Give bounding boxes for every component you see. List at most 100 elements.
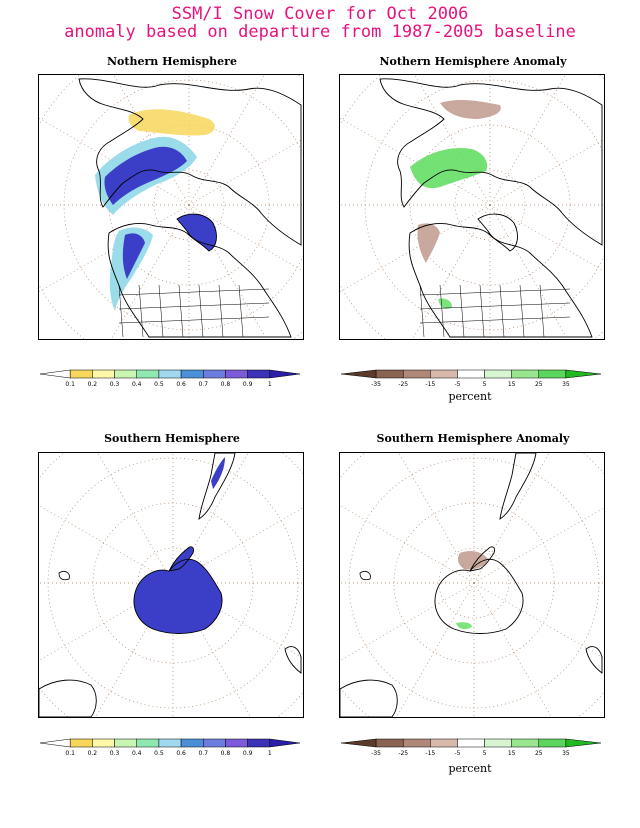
nh-anomaly-map [339, 74, 605, 340]
anomaly-colorbar-tick-label: -35 [371, 750, 381, 757]
anomaly-colorbar-swatch [484, 369, 512, 379]
snow-cover-siberia [128, 109, 215, 136]
snow-cover-americas-core [122, 233, 145, 279]
coastline-island [359, 571, 371, 581]
anomaly-colorbar-tick-label: -5 [454, 381, 460, 388]
snow-colorbar-tick-label: 0.8 [221, 750, 231, 757]
nh-snow-colorbar: 0.1 0.2 0.3 0.4 0.5 0.6 0.7 0.8 0.9 1 [38, 368, 302, 390]
nh-anomaly-unit-label: percent [448, 390, 492, 403]
anomaly-colorbar-tick-label: -25 [398, 750, 408, 757]
coastline-eurasia [379, 78, 603, 246]
positive-anomaly-americas [438, 298, 452, 309]
coastline-africa [284, 646, 302, 674]
coastline-antarctica [434, 558, 524, 634]
anomaly-colorbar-tick-label: 25 [535, 750, 543, 757]
coastline-australia [340, 679, 398, 717]
snow-colorbar-tick-label: 0.6 [176, 750, 186, 757]
coastline-greenland [477, 213, 518, 252]
nh-anomaly-colorbar: -35 -25 -15 -5 5 15 25 35 [339, 368, 603, 390]
snow-colorbar-swatch [247, 738, 271, 748]
snow-cover-antarctica [133, 559, 223, 634]
main-title: SSM/I Snow Cover for Oct 2006 [171, 4, 469, 24]
anomaly-colorbar-swatch [511, 738, 540, 748]
snow-colorbar-tick-label: 0.5 [154, 750, 164, 757]
snow-colorbar-swatch [114, 369, 137, 379]
snow-colorbar-tick-label: 1 [268, 750, 272, 757]
coastline-antarctic-peninsula [469, 546, 495, 572]
snow-cover-eurasia-core [104, 146, 187, 205]
anomaly-colorbar-tick-label: 15 [508, 381, 516, 388]
snow-colorbar-tick-label: 0.1 [65, 750, 75, 757]
snow-colorbar-tick-label: 0.3 [110, 750, 120, 757]
snow-colorbar-swatch [225, 369, 248, 379]
snow-colorbar-swatch [269, 738, 301, 748]
negative-anomaly-siberia [440, 99, 501, 119]
sh-snow-colorbar: 0.1 0.2 0.3 0.4 0.5 0.6 0.7 0.8 0.9 1 [38, 737, 302, 759]
main-subtitle: anomaly based on departure from 1987-200… [64, 22, 576, 42]
political-borders [118, 284, 270, 338]
anomaly-colorbar-swatch [430, 369, 458, 379]
snow-colorbar-swatch [136, 738, 160, 748]
snow-colorbar-tick-label: 0.1 [65, 381, 75, 388]
anomaly-colorbar-tick-label: 5 [483, 750, 487, 757]
anomaly-colorbar-swatch [430, 738, 458, 748]
snow-colorbar-swatch [180, 369, 204, 379]
snow-colorbar-tick-label: 0.4 [132, 750, 142, 757]
anomaly-colorbar-swatch [402, 369, 431, 379]
snow-colorbar-tick-label: 0.7 [198, 750, 208, 757]
anomaly-colorbar-tick-label: 25 [535, 381, 543, 388]
nh-anomaly-panel-title: Nothern Hemisphere Anomaly [379, 55, 567, 68]
anomaly-colorbar-tick-label: -5 [454, 750, 460, 757]
anomaly-colorbar-tick-label: 35 [562, 750, 570, 757]
snow-colorbar-swatch [180, 738, 204, 748]
anomaly-colorbar-swatch [565, 738, 602, 748]
snow-colorbar-swatch [225, 738, 248, 748]
nh-panel-title: Nothern Hemisphere [107, 55, 237, 68]
snow-colorbar-swatch [92, 738, 115, 748]
anomaly-colorbar-swatch [538, 738, 567, 748]
coastline-africa [585, 646, 603, 674]
coastline-north-america [408, 222, 593, 338]
negative-anomaly-americas [417, 223, 440, 263]
anomaly-colorbar-swatch [484, 738, 512, 748]
sh-anomaly-colorbar: -35 -25 -15 -5 5 15 25 35 [339, 737, 603, 759]
snow-colorbar-swatch [92, 369, 115, 379]
snow-colorbar-swatch [69, 369, 93, 379]
snow-colorbar-swatch [136, 369, 160, 379]
sh-anomaly-map [339, 452, 605, 718]
snow-colorbar-swatch [203, 738, 226, 748]
nh-snow-map [38, 74, 304, 340]
anomaly-colorbar-tick-label: 15 [508, 750, 516, 757]
anomaly-colorbar-swatch [565, 369, 602, 379]
coastline-eurasia [78, 78, 302, 246]
snow-colorbar-tick-label: 1 [268, 381, 272, 388]
sh-panel-title: Southern Hemisphere [104, 432, 240, 445]
anomaly-colorbar-swatch [375, 738, 404, 748]
anomaly-colorbar-swatch [375, 369, 404, 379]
snow-colorbar-tick-label: 0.4 [132, 381, 142, 388]
snow-colorbar-tick-label: 0.2 [88, 750, 98, 757]
anomaly-colorbar-swatch [457, 369, 485, 379]
snow-colorbar-swatch [39, 369, 71, 379]
positive-anomaly-eurasia [410, 147, 488, 189]
anomaly-colorbar-tick-label: 5 [483, 381, 487, 388]
anomaly-colorbar-swatch [340, 738, 377, 748]
coastline-south-america [499, 453, 537, 520]
anomaly-colorbar-tick-label: 35 [562, 381, 570, 388]
snow-colorbar-tick-label: 0.8 [221, 381, 231, 388]
map-gridlines [340, 75, 604, 339]
snow-colorbar-swatch [114, 738, 137, 748]
coastline-antarctic-peninsula [168, 546, 194, 572]
anomaly-colorbar-swatch [538, 369, 567, 379]
snow-colorbar-tick-label: 0.3 [110, 381, 120, 388]
snow-colorbar-swatch [39, 738, 71, 748]
snow-colorbar-swatch [158, 369, 182, 379]
snow-colorbar-swatch [158, 738, 182, 748]
political-borders [419, 284, 571, 338]
snow-cover-andes [211, 457, 225, 489]
anomaly-colorbar-tick-label: -15 [425, 750, 435, 757]
snow-cover-greenland [177, 214, 217, 251]
sh-snow-map [38, 452, 304, 718]
snow-colorbar-swatch [269, 369, 301, 379]
snow-colorbar-swatch [69, 738, 93, 748]
